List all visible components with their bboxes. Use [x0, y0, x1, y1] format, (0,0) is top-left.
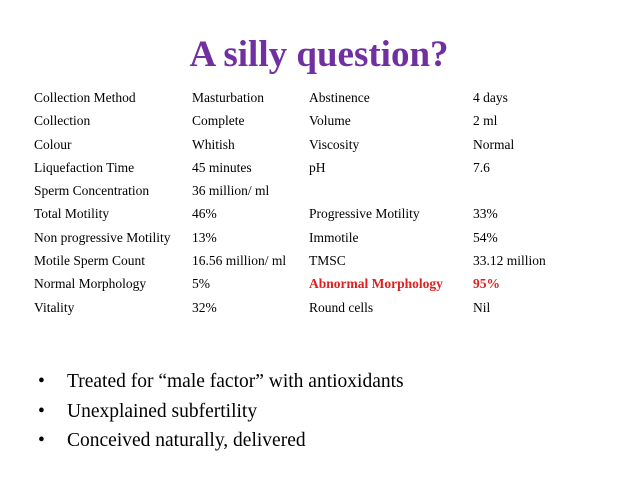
semen-analysis-table: Collection Method Masturbation Abstinenc… [28, 86, 569, 319]
row-value: 7.6 [473, 159, 490, 175]
row-label: Normal Morphology [34, 276, 147, 292]
row-value: 32% [192, 299, 217, 315]
row-label: Non progressive Motility [34, 229, 171, 245]
table-row: Total Motility 46% Progressive Motility … [28, 202, 569, 225]
row-label: Liquefaction Time [34, 159, 135, 175]
row-label: Sperm Concentration [34, 183, 150, 199]
bullet-item: • Treated for “male factor” with antioxid… [38, 367, 404, 397]
row-label: pH [309, 159, 326, 175]
row-label: Collection Method [34, 90, 136, 105]
bullet-item: • Unexplained subfertility [38, 397, 404, 427]
bullet-marker: • [38, 400, 45, 422]
row-value: Masturbation [192, 90, 264, 105]
row-label: Viscosity [309, 136, 360, 152]
row-value: Normal [473, 136, 515, 152]
table-row: Colour Whitish Viscosity Normal [28, 133, 569, 156]
row-value: 16.56 million/ ml [192, 253, 287, 269]
table-row: Vitality 32% Round cells Nil [28, 296, 569, 319]
bullet-text: Unexplained subfertility [67, 400, 258, 422]
row-value: 45 minutes [192, 159, 252, 175]
table-row: Normal Morphology 5% Abnormal Morphology… [28, 272, 569, 295]
row-label: Immotile [309, 229, 359, 245]
row-label [303, 179, 467, 202]
row-label: Vitality [34, 299, 75, 315]
row-label: Abstinence [309, 90, 370, 105]
bullet-marker: • [38, 430, 45, 451]
abnormal-morphology-label: Abnormal Morphology [309, 276, 443, 292]
row-value: 46% [192, 206, 217, 222]
bullet-text: Conceived naturally, delivered [67, 430, 306, 451]
row-value: Nil [473, 299, 491, 315]
table-row: Collection Method Masturbation Abstinenc… [28, 86, 569, 109]
row-label: Motile Sperm Count [34, 253, 145, 269]
row-label: Volume [309, 113, 351, 129]
row-value: Complete [192, 113, 245, 129]
bullet-marker: • [38, 371, 45, 392]
bullet-text: Treated for “male factor” with antioxida… [67, 371, 404, 392]
bullet-item: • Conceived naturally, delivered [38, 426, 404, 456]
row-label: Collection [34, 113, 91, 129]
table-row: Collection Complete Volume 2 ml [28, 109, 569, 132]
table-row: Non progressive Motility 13% Immotile 54… [28, 226, 569, 249]
row-value: 5% [192, 276, 210, 292]
row-value: 33.12 million [473, 253, 546, 269]
slide-title: A silly question? [189, 34, 449, 75]
row-value: 54% [473, 229, 498, 245]
row-value: 36 million/ ml [192, 183, 270, 199]
row-value: Whitish [192, 136, 235, 152]
table-row: Liquefaction Time 45 minutes pH 7.6 [28, 156, 569, 179]
row-value: 2 ml [473, 113, 498, 129]
row-value: 4 days [473, 90, 508, 105]
abnormal-morphology-value: 95% [473, 276, 500, 292]
row-label: Colour [34, 136, 72, 152]
row-label: Round cells [309, 299, 374, 315]
bullet-list: • Treated for “male factor” with antioxid… [38, 367, 404, 456]
row-label: TMSC [309, 253, 346, 269]
table-row: Motile Sperm Count 16.56 million/ ml TMS… [28, 249, 569, 272]
row-value [467, 179, 569, 202]
row-value: 13% [192, 229, 217, 245]
table-row: Sperm Concentration 36 million/ ml [28, 179, 569, 202]
row-label: Total Motility [34, 206, 110, 222]
row-label: Progressive Motility [309, 206, 420, 222]
row-value: 33% [473, 206, 498, 222]
